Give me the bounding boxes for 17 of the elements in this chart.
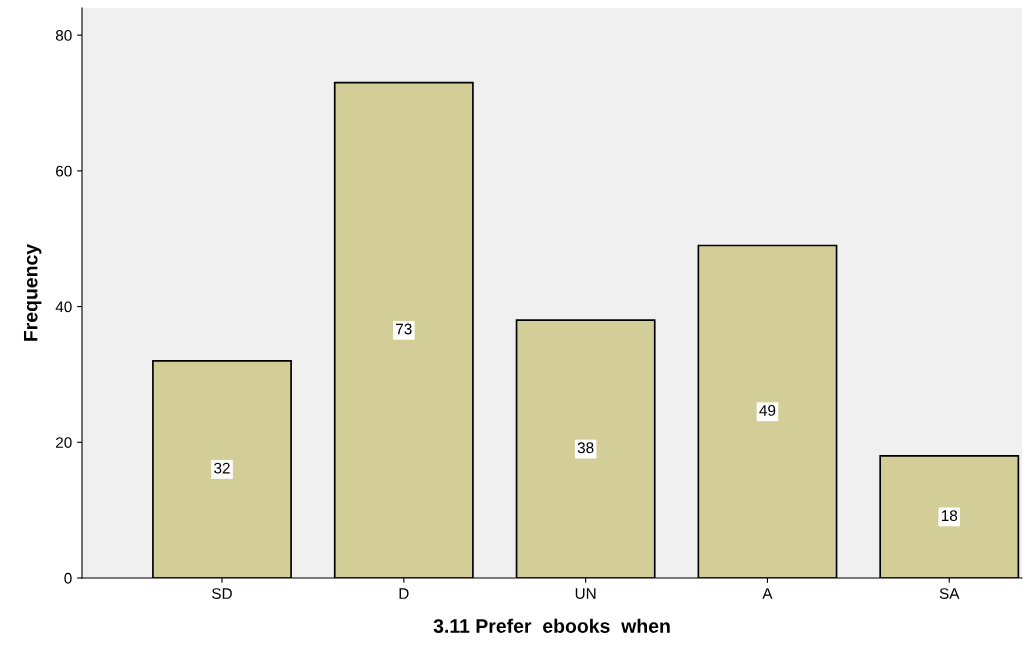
x-tick-label: A	[762, 588, 773, 599]
y-tick-label: 20	[56, 437, 72, 448]
y-tick-label: 80	[55, 30, 72, 41]
data-label: 32	[214, 462, 230, 474]
data-label: 73	[396, 323, 412, 335]
y-axis-title: Frequency	[23, 243, 42, 341]
y-tick-label: 60	[56, 165, 72, 177]
data-label: 49	[759, 405, 776, 416]
x-tick-label: SD	[212, 588, 232, 599]
x-axis-title: 3.11 Prefer ebooks when	[433, 618, 670, 633]
x-tick-label: SA	[939, 588, 960, 599]
x-tick-label: UN	[575, 588, 596, 599]
data-label: 18	[941, 510, 958, 522]
x-tick-label: D	[399, 588, 409, 599]
y-tick-label: 40	[55, 301, 72, 313]
y-tick-label: 0	[64, 572, 72, 584]
data-label: 38	[577, 442, 594, 454]
